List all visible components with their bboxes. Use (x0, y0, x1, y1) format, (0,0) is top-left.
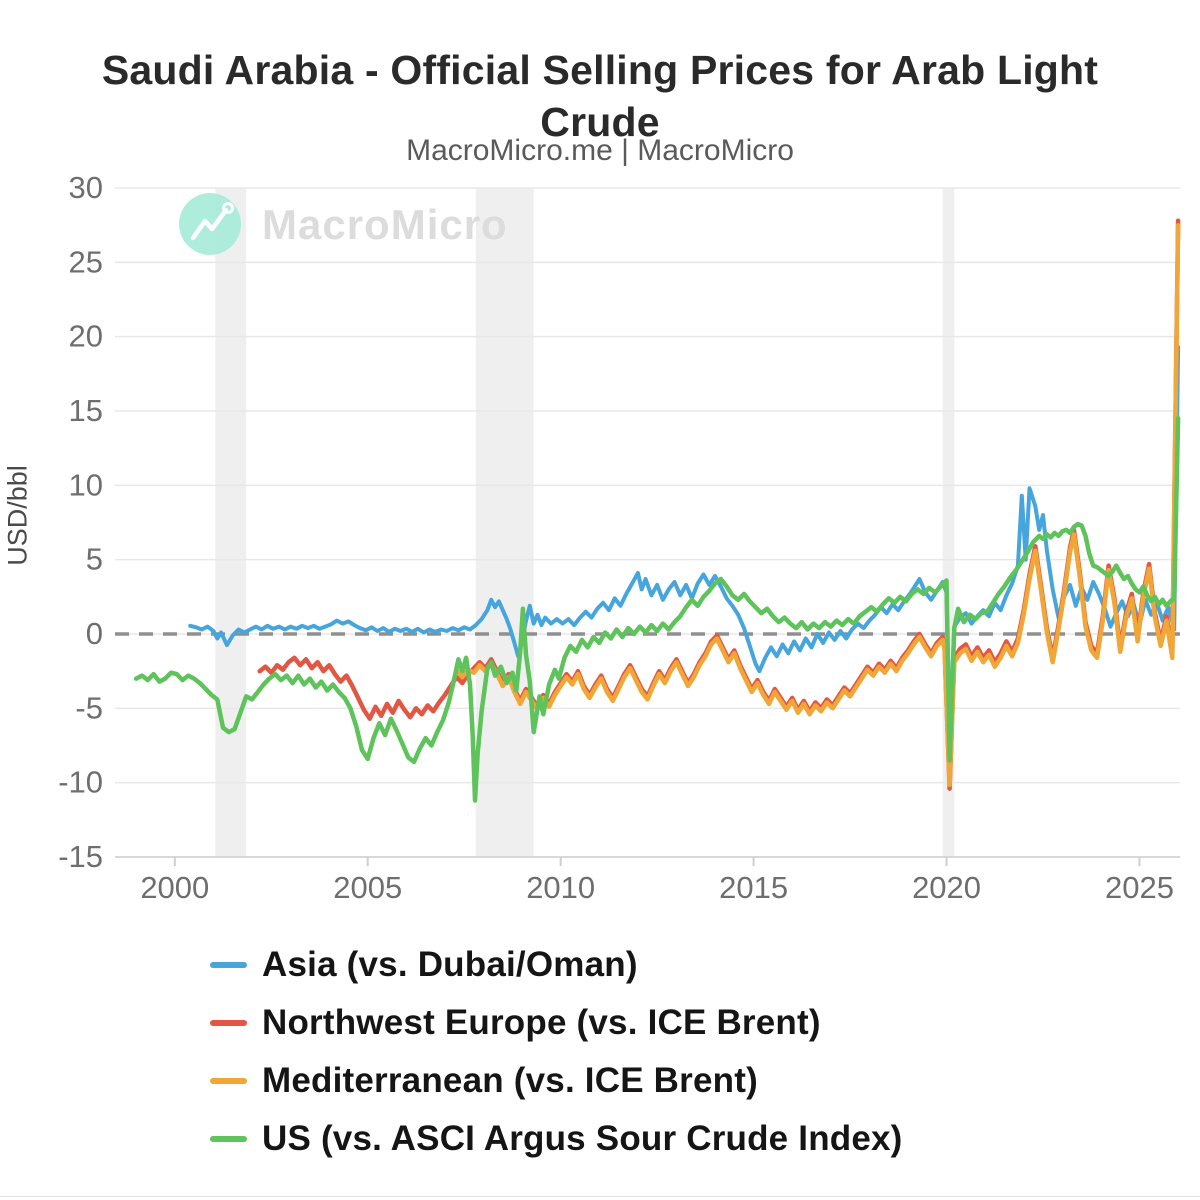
y-axis-label: 25 (69, 244, 103, 279)
recession-band (215, 188, 247, 857)
y-axis-label: -10 (58, 765, 103, 800)
recession-band (475, 188, 534, 857)
x-axis-label: 2015 (719, 870, 788, 905)
legend-label: Northwest Europe (vs. ICE Brent) (262, 1003, 821, 1042)
y-axis-label: 20 (69, 319, 103, 354)
page-subtitle: MacroMicro.me | MacroMicro (406, 134, 794, 167)
page-title: Saudi Arabia - Official Selling Prices f… (101, 47, 1099, 146)
chart-legend: Asia (vs. Dubai/Oman) Northwest Europe (v… (210, 945, 903, 1158)
recession-band (942, 188, 955, 857)
x-axis-label: 2010 (526, 870, 595, 905)
legend-item-us[interactable]: US (vs. ASCI Argus Sour Crude Index) (210, 1119, 903, 1158)
legend-swatch-nwe (210, 1020, 247, 1026)
y-axis-label: -15 (58, 839, 103, 874)
y-axis-label: -5 (75, 690, 103, 725)
x-axis-label: 2005 (333, 870, 402, 905)
series-line-us[interactable] (133, 416, 1181, 803)
y-axis-label: 5 (86, 542, 103, 577)
watermark-dot-icon (222, 202, 234, 214)
x-axis-label: 2020 (912, 870, 981, 905)
legend-swatch-asia (210, 962, 247, 968)
legend-label: Asia (vs. Dubai/Oman) (262, 945, 638, 984)
legend-swatch-us (210, 1136, 247, 1142)
watermark-text: MacroMicro (262, 201, 508, 248)
watermark-zigzag-icon (190, 207, 229, 241)
y-axis-label: 30 (69, 170, 103, 205)
x-axis-label: 2025 (1105, 870, 1174, 905)
legend-item-asia[interactable]: Asia (vs. Dubai/Oman) (210, 945, 903, 984)
legend-item-med[interactable]: Mediterranean (vs. ICE Brent) (210, 1061, 903, 1100)
y-axis-title: USD/bbl (2, 465, 33, 566)
series-line-med[interactable] (454, 222, 1181, 788)
legend-label: US (vs. ASCI Argus Sour Crude Index) (262, 1119, 903, 1158)
legend-label: Mediterranean (vs. ICE Brent) (262, 1061, 758, 1100)
y-axis-label: 0 (86, 616, 103, 651)
y-axis-label: 15 (69, 393, 103, 428)
legend-item-nwe[interactable]: Northwest Europe (vs. ICE Brent) (210, 1003, 903, 1042)
x-axis-label: 2000 (140, 870, 209, 905)
legend-swatch-med (210, 1078, 247, 1084)
series-line-nwe[interactable] (257, 218, 1181, 791)
y-axis-label: 10 (69, 467, 103, 502)
bottom-divider (0, 1196, 1200, 1197)
